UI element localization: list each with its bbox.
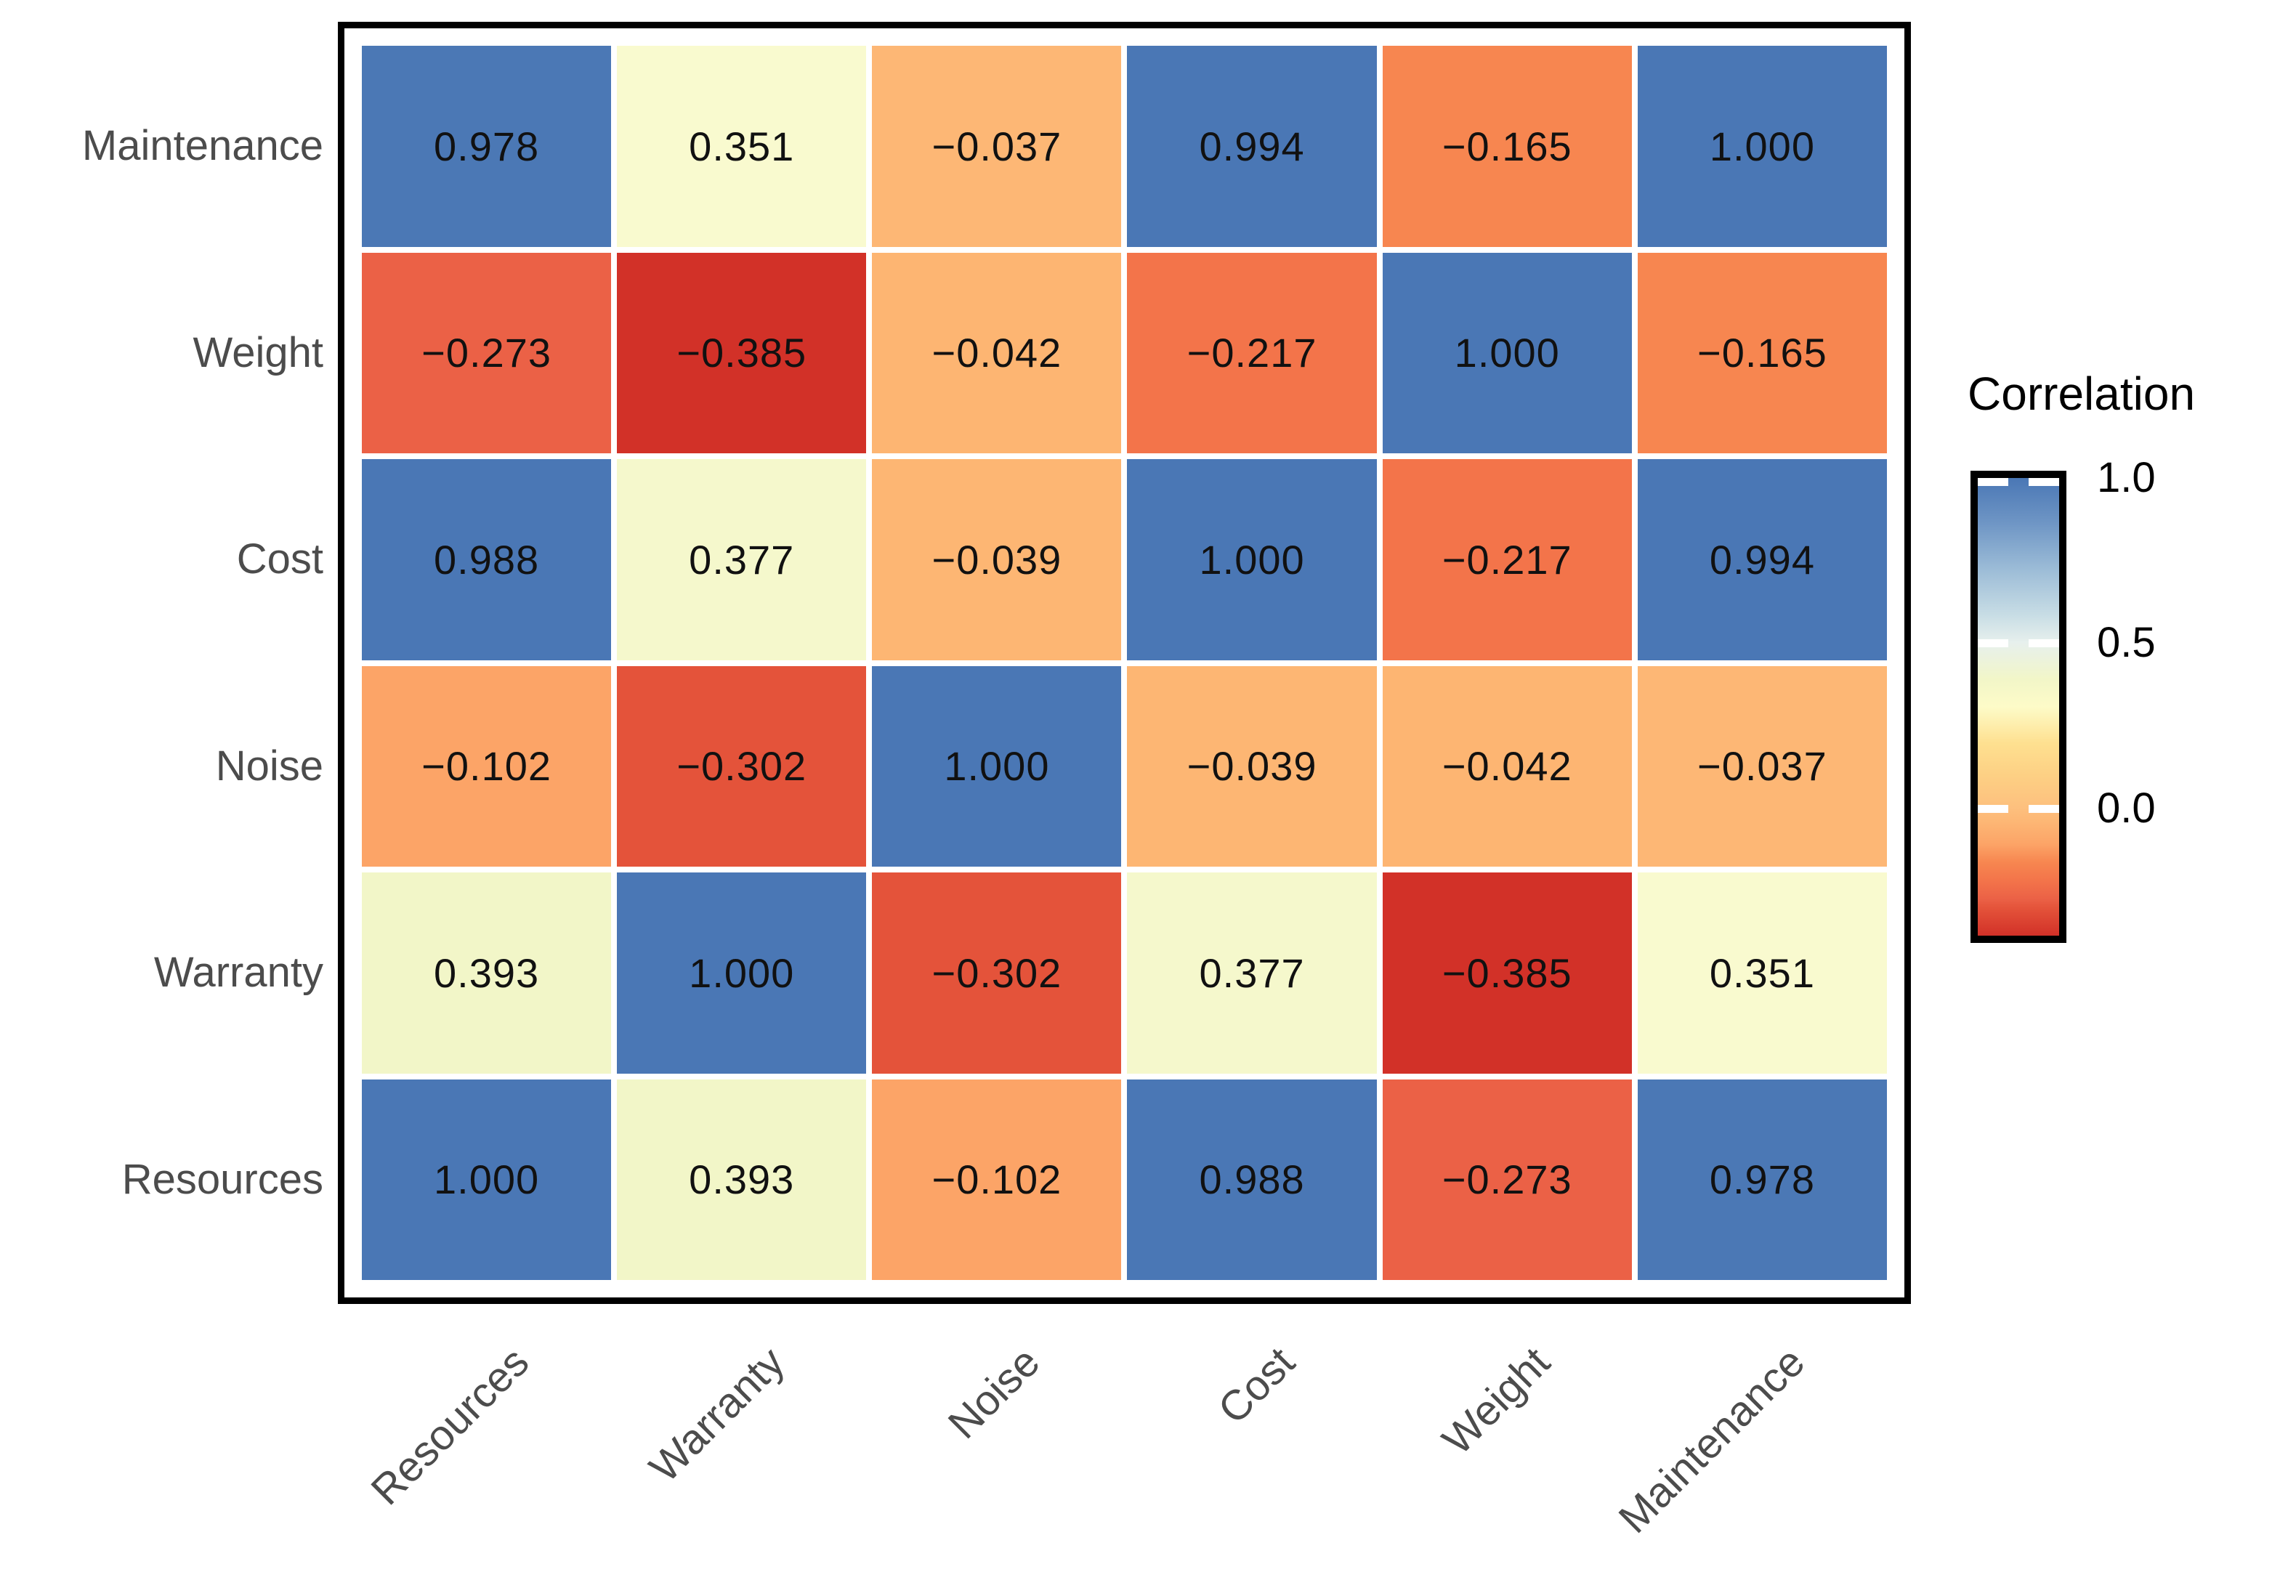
cell-value: −0.165 xyxy=(1442,123,1572,169)
legend-tick-dash-left xyxy=(1978,804,2008,813)
cell-value: 0.351 xyxy=(1709,949,1815,996)
heatmap-cell: −0.042 xyxy=(872,252,1122,453)
legend-tick-label: 0.5 xyxy=(2097,619,2156,667)
heatmap-cell: −0.102 xyxy=(872,1079,1122,1280)
heatmap-cell: 0.377 xyxy=(617,459,867,660)
legend-title: Correlation xyxy=(1968,368,2196,420)
plot-border: 0.978 0.351 −0.037 0.994 −0.165 1.000 −0.273 −0… xyxy=(338,22,1911,1304)
heatmap-cell: −0.217 xyxy=(1382,459,1632,660)
heatmap-cell: 1.000 xyxy=(1127,459,1377,660)
heatmap-cell: −0.385 xyxy=(617,252,867,453)
row-label-warranty: Warranty xyxy=(153,949,323,997)
cell-value: 0.978 xyxy=(434,123,540,169)
cell-value: 0.988 xyxy=(434,536,540,583)
heatmap-cell: 0.351 xyxy=(617,46,867,247)
legend-tick-dash-right xyxy=(2029,478,2059,486)
heatmap-cell: −0.102 xyxy=(362,665,612,867)
cell-value: 0.393 xyxy=(689,1157,795,1203)
legend-tick-dash-right xyxy=(2029,804,2059,813)
row-label-resources: Resources xyxy=(121,1155,323,1203)
cell-value: −0.217 xyxy=(1442,536,1572,583)
heatmap-cell: −0.039 xyxy=(1127,665,1377,867)
cell-value: −0.273 xyxy=(1442,1157,1572,1203)
heatmap-cell: 0.978 xyxy=(1637,1079,1887,1280)
legend-tick-dash-left xyxy=(1978,639,2008,648)
col-label-noise: Noise xyxy=(939,1338,1049,1448)
cell-value: −0.385 xyxy=(676,330,807,376)
heatmap-cell: 0.988 xyxy=(1127,1079,1377,1280)
heatmap-cell: 0.994 xyxy=(1127,46,1377,247)
col-label-weight: Weight xyxy=(1433,1338,1559,1465)
cell-value: −0.302 xyxy=(931,949,1062,996)
cell-value: 0.393 xyxy=(434,949,540,996)
cell-value: −0.102 xyxy=(421,743,551,790)
cell-value: −0.302 xyxy=(676,743,807,790)
legend-tick-dash-right xyxy=(2029,639,2059,648)
heatmap-cell: 0.978 xyxy=(362,46,612,247)
heatmap-cell: 0.393 xyxy=(362,872,612,1074)
heatmap-cell: −0.273 xyxy=(1382,1079,1632,1280)
cell-value: −0.039 xyxy=(1187,743,1317,790)
heatmap-cell: 1.000 xyxy=(362,1079,612,1280)
heatmap-cell: −0.302 xyxy=(617,665,867,867)
col-label-maintenance: Maintenance xyxy=(1609,1338,1814,1542)
col-label-resources: Resources xyxy=(362,1338,538,1515)
heatmap-cell: 1.000 xyxy=(617,872,867,1074)
cell-value: −0.165 xyxy=(1697,330,1827,376)
heatmap-cell: 1.000 xyxy=(872,665,1122,867)
row-label-cost: Cost xyxy=(236,535,323,583)
heatmap-cell: 0.377 xyxy=(1127,872,1377,1074)
cell-value: 1.000 xyxy=(1454,330,1560,376)
heatmap-cell: 0.988 xyxy=(362,459,612,660)
heatmap-cell: −0.037 xyxy=(1637,665,1887,867)
heatmap-grid: 0.978 0.351 −0.037 0.994 −0.165 1.000 −0.273 −0… xyxy=(362,46,1887,1280)
heatmap-cell: −0.165 xyxy=(1637,252,1887,453)
legend-tick-dash-left xyxy=(1978,478,2008,486)
cell-value: −0.037 xyxy=(1697,743,1827,790)
row-label-maintenance: Maintenance xyxy=(81,122,323,170)
cell-value: 0.377 xyxy=(689,536,795,583)
legend-tick-label: 1.0 xyxy=(2097,454,2156,501)
cell-value: 0.351 xyxy=(689,123,795,169)
cell-value: −0.102 xyxy=(931,1157,1062,1203)
cell-value: −0.273 xyxy=(421,330,551,376)
cell-value: −0.039 xyxy=(931,536,1062,583)
cell-value: 1.000 xyxy=(434,1157,540,1203)
row-label-weight: Weight xyxy=(193,328,323,376)
cell-value: 0.994 xyxy=(1709,536,1815,583)
cell-value: 0.377 xyxy=(1199,949,1305,996)
heatmap-cell: 0.393 xyxy=(617,1079,867,1280)
cell-value: −0.037 xyxy=(931,123,1062,169)
row-label-noise: Noise xyxy=(215,742,323,790)
cell-value: 0.994 xyxy=(1199,123,1305,169)
legend-tick-label: 0.0 xyxy=(2097,784,2156,832)
cell-value: 0.988 xyxy=(1199,1157,1305,1203)
heatmap-cell: 0.351 xyxy=(1637,872,1887,1074)
col-label-cost: Cost xyxy=(1208,1338,1304,1433)
cell-value: 1.000 xyxy=(689,949,795,996)
cell-value: −0.042 xyxy=(931,330,1062,376)
cell-value: −0.217 xyxy=(1187,330,1317,376)
heatmap-cell: 1.000 xyxy=(1382,252,1632,453)
cell-value: 0.978 xyxy=(1709,1157,1815,1203)
heatmap-cell: −0.273 xyxy=(362,252,612,453)
col-label-warranty: Warranty xyxy=(640,1338,793,1491)
cell-value: 1.000 xyxy=(1199,536,1305,583)
cell-value: 1.000 xyxy=(944,743,1050,790)
heatmap-cell: 0.994 xyxy=(1637,459,1887,660)
heatmap-cell: 1.000 xyxy=(1637,46,1887,247)
heatmap-cell: −0.385 xyxy=(1382,872,1632,1074)
cell-value: 1.000 xyxy=(1709,123,1815,169)
heatmap-cell: −0.165 xyxy=(1382,46,1632,247)
cell-value: −0.042 xyxy=(1442,743,1572,790)
heatmap-cell: −0.217 xyxy=(1127,252,1377,453)
heatmap-cell: −0.039 xyxy=(872,459,1122,660)
legend-colorbar xyxy=(1970,471,2066,943)
heatmap-cell: −0.042 xyxy=(1382,665,1632,867)
heatmap-cell: −0.037 xyxy=(872,46,1122,247)
heatmap-cell: −0.302 xyxy=(872,872,1122,1074)
cell-value: −0.385 xyxy=(1442,949,1572,996)
